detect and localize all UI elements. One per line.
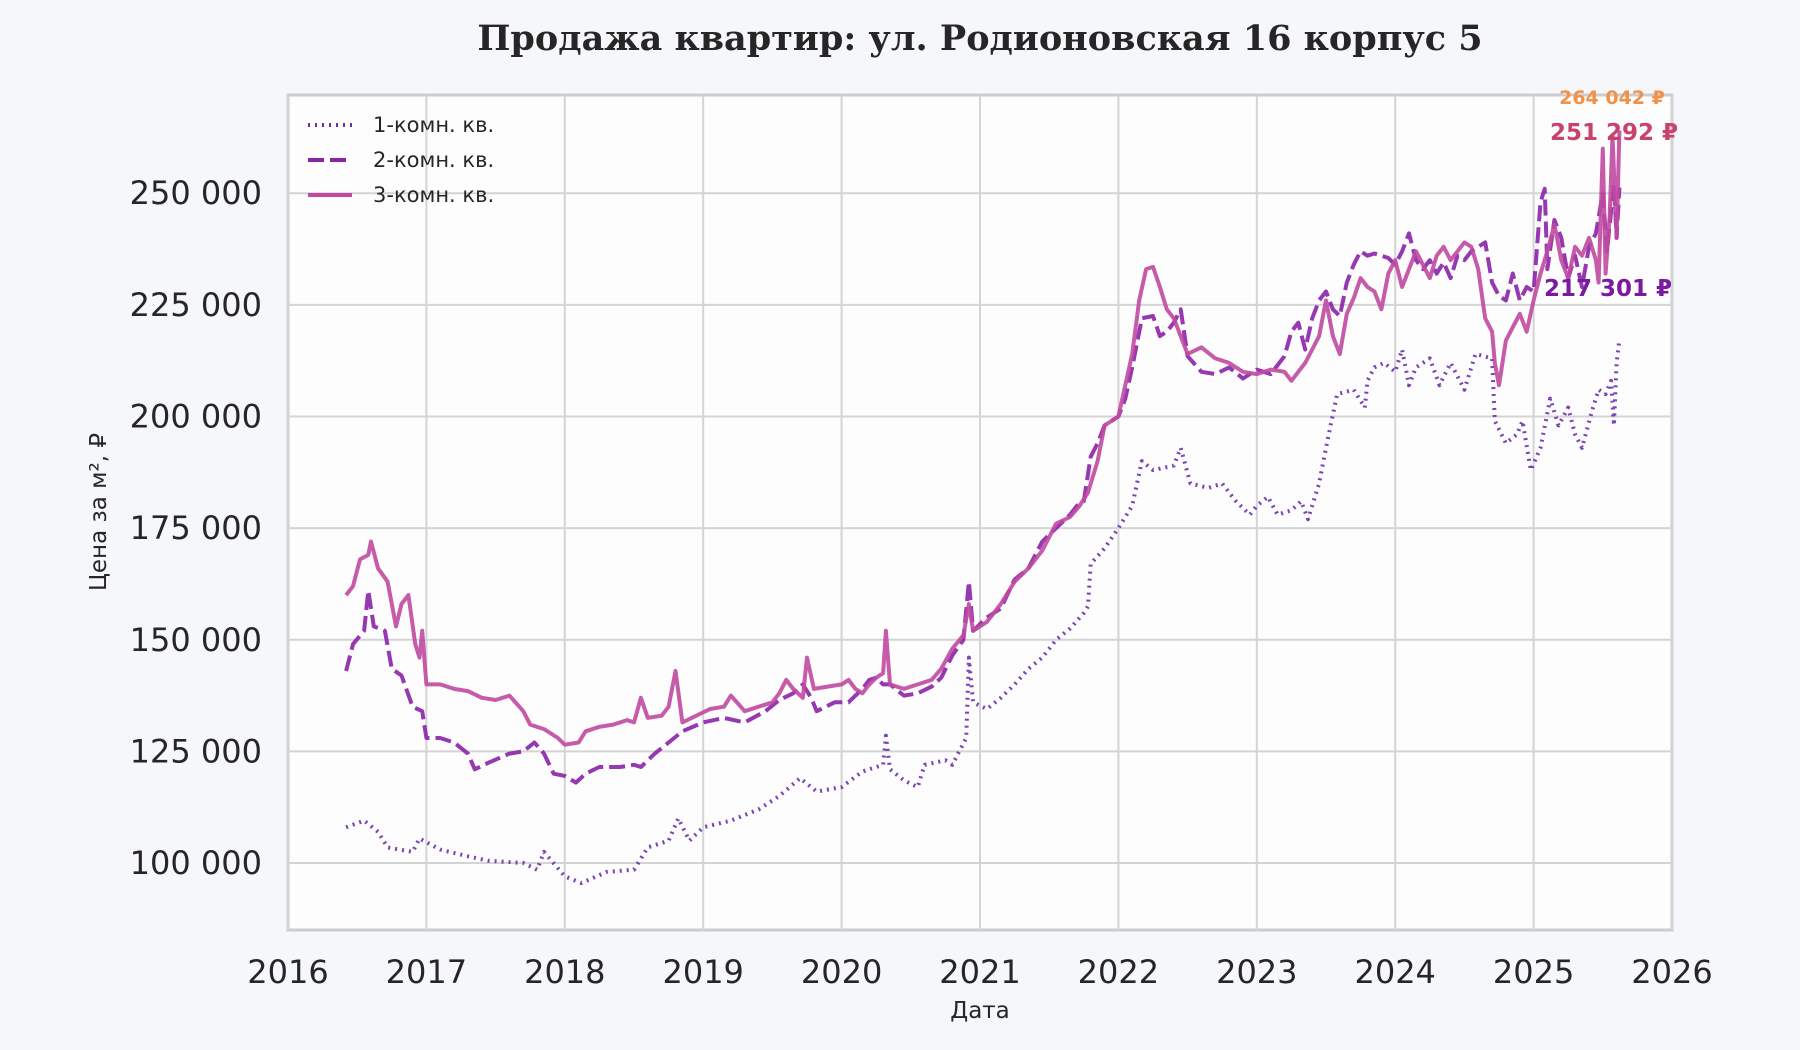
series-line-3room xyxy=(344,130,1622,747)
x-tick-label: 2025 xyxy=(1493,953,1574,991)
y-tick-label: 125 000 xyxy=(130,732,262,770)
end-value-label: 264 042 ₽ xyxy=(1559,87,1665,109)
x-tick-label: 2018 xyxy=(524,953,605,991)
legend-label: 3-комн. кв. xyxy=(373,183,494,207)
end-value-label: 217 301 ₽ xyxy=(1544,276,1672,302)
x-tick-label: 2026 xyxy=(1631,953,1712,991)
legend: 1-комн. кв. 2-комн. кв. 3-комн. кв. xyxy=(308,113,494,207)
x-axis-ticks: 2016 2017 2018 2019 2020 2021 2022 2023 2024 2025… xyxy=(247,953,1712,991)
y-tick-label: 250 000 xyxy=(130,174,262,212)
x-tick-label: 2017 xyxy=(386,953,467,991)
y-axis-ticks: 100 000 125 000 150 000 175 000 200 000 225 0… xyxy=(130,174,262,882)
y-tick-label: 175 000 xyxy=(130,509,262,547)
legend-label: 1-комн. кв. xyxy=(373,113,494,137)
x-tick-label: 2022 xyxy=(1078,953,1159,991)
x-tick-label: 2023 xyxy=(1216,953,1297,991)
x-gridlines xyxy=(287,95,1673,930)
x-tick-label: 2020 xyxy=(801,953,882,991)
x-tick-label: 2021 xyxy=(939,953,1020,991)
y-axis-label: Цена за м², ₽ xyxy=(86,433,112,591)
series-layer xyxy=(344,130,1622,886)
y-tick-label: 225 000 xyxy=(130,286,262,324)
series-line-2room xyxy=(344,182,1622,785)
y-tick-label: 150 000 xyxy=(130,621,262,659)
y-tick-label: 100 000 xyxy=(130,844,262,882)
end-value-annotations: 264 042 ₽ 251 292 ₽ 217 301 ₽ xyxy=(1544,87,1678,302)
x-axis-label: Дата xyxy=(950,998,1010,1024)
x-tick-label: 2024 xyxy=(1354,953,1435,991)
end-value-label: 251 292 ₽ xyxy=(1550,120,1678,146)
x-tick-label: 2016 xyxy=(247,953,328,991)
x-tick-label: 2019 xyxy=(662,953,743,991)
chart-title: Продажа квартир: ул. Родионовская 16 кор… xyxy=(477,18,1482,59)
y-tick-label: 200 000 xyxy=(130,397,262,435)
legend-label: 2-комн. кв. xyxy=(373,148,494,172)
